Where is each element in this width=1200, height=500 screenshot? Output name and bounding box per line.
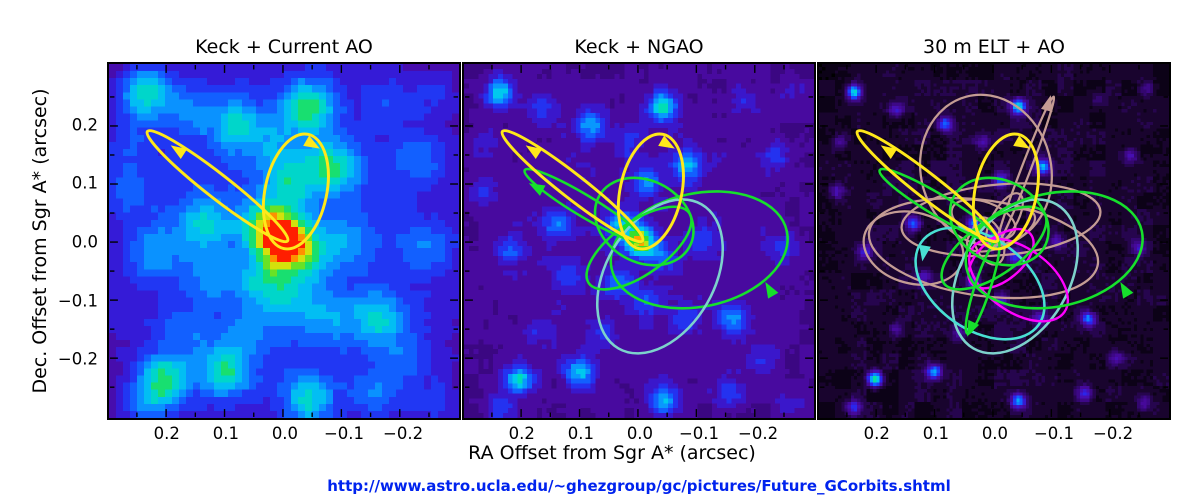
x-tick-labels: 0.2 0.1 0.0 −0.1 −0.2 [109, 424, 459, 446]
orbit-green_big [964, 190, 1144, 310]
orbit-yellow_round [261, 132, 330, 251]
orbit-direction-arrow [658, 135, 675, 149]
orbit-direction-arrow [303, 135, 320, 149]
orbit-direction-arrow [967, 319, 980, 337]
x-tick-label: 0.1 [922, 424, 949, 443]
y-axis-label: Dec. Offset from Sgr A* (arcsec) [29, 88, 51, 394]
orbit-tan_line [995, 95, 1056, 245]
orbit-direction-arrow [1013, 135, 1030, 149]
orbit-tan_wide [867, 196, 1100, 300]
orbit-green_mid2 [585, 205, 693, 291]
orbit-magenta1 [967, 237, 1070, 323]
x-tick-label: 0.2 [153, 424, 180, 443]
x-tick-label: −0.2 [383, 424, 424, 443]
orbit-green_mid [593, 176, 695, 267]
y-tick-label: −0.1 [57, 291, 98, 311]
panel-title-30m-elt-ao: 30 m ELT + AO [923, 36, 1065, 58]
orbit-green_big [609, 190, 789, 310]
panel-keck-current-ao: Keck + Current AO 0.2 0.1 0.0 −0.1 −0.2 [107, 36, 461, 443]
x-tick-labels: 0.2 0.1 0.0 −0.1 −0.2 [819, 424, 1169, 446]
x-tick-label: −0.1 [1033, 424, 1075, 443]
x-tick-labels: 0.2 0.1 0.0 −0.1 −0.2 [464, 424, 814, 446]
orbit-yellow_thin [500, 129, 645, 244]
x-tick-label: 0.0 [981, 424, 1009, 443]
x-tick-label: −0.2 [738, 424, 779, 443]
orbit-cyan_soft [595, 198, 725, 355]
x-tick-label: −0.1 [678, 424, 720, 443]
orbit-yellow_thin [855, 129, 1000, 244]
orbit-yellow_thin [145, 129, 290, 244]
orbit-direction-arrow [525, 145, 543, 159]
orbit-direction-arrow [765, 281, 779, 299]
x-tick-label: 0.2 [508, 424, 535, 443]
x-tick-label: 0.0 [271, 424, 299, 443]
x-axis-label: RA Offset from Sgr A* (arcsec) [468, 442, 756, 464]
orbit-magenta2 [967, 227, 1035, 290]
orbit-direction-arrow [528, 183, 546, 196]
x-tick-label: 0.1 [212, 424, 239, 443]
x-tick-label: −0.1 [323, 424, 365, 443]
orbit-direction-arrow [1040, 95, 1053, 112]
panel-title-keck-current-ao: Keck + Current AO [195, 36, 373, 58]
panel-30m-elt-ao: 30 m ELT + AO 0.2 0.1 0.0 −0.1 −0.2 [817, 36, 1171, 443]
orbit-overlay [819, 65, 1169, 417]
panel-title-keck-ngao: Keck + NGAO [574, 36, 704, 58]
orbit-yellow_round [971, 132, 1040, 251]
y-tick-label: −0.2 [57, 349, 98, 369]
orbit-direction-arrow [1120, 281, 1134, 299]
x-tick-label: −0.2 [1093, 424, 1134, 443]
orbit-direction-arrow [880, 145, 898, 159]
x-tick-label: 0.1 [567, 424, 594, 443]
orbit-direction-arrow [170, 145, 188, 159]
y-tick-label: 0.2 [71, 115, 98, 135]
x-tick-label: 0.2 [863, 424, 890, 443]
orbit-overlay [464, 65, 814, 417]
y-tick-label: 0.0 [71, 232, 98, 252]
y-tick-labels: 0.2 0.1 0.0 −0.1 −0.2 [52, 62, 102, 420]
panel-keck-ngao: Keck + NGAO 0.2 0.1 0.0 −0.1 −0.2 [462, 36, 816, 443]
orbit-overlay [109, 65, 459, 417]
source-url-link[interactable]: http://www.astro.ucla.edu/~ghezgroup/gc/… [327, 477, 951, 495]
orbit-yellow_round [616, 132, 685, 251]
orbit-green_mid2 [940, 205, 1048, 291]
orbit-green_mid [948, 176, 1050, 267]
y-tick-label: 0.1 [71, 173, 98, 193]
orbit-direction-arrow [919, 244, 931, 262]
x-tick-label: 0.0 [626, 424, 654, 443]
